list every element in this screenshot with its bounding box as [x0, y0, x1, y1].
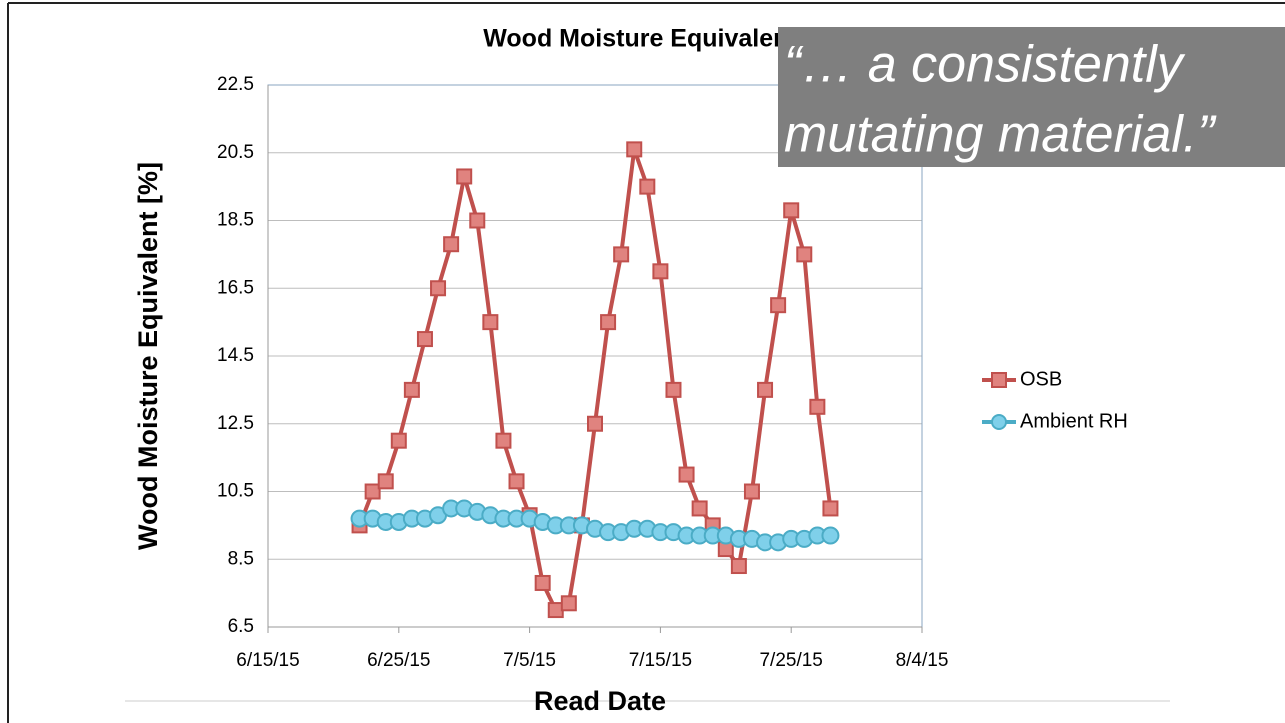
- x-tick-label: 7/15/15: [629, 650, 692, 671]
- point: [691, 500, 708, 517]
- point: [547, 602, 564, 619]
- point: [783, 202, 800, 219]
- point: [587, 415, 603, 432]
- point: [508, 473, 525, 490]
- point: [809, 398, 826, 415]
- point: [757, 381, 774, 398]
- x-tick-label: 6/25/15: [367, 650, 430, 671]
- x-axis-label: Read Date: [534, 686, 666, 716]
- x-tick-label: 7/25/15: [759, 650, 822, 671]
- legend-label: Ambient RH: [1020, 410, 1128, 432]
- point: [743, 483, 760, 500]
- point: [613, 246, 630, 263]
- y-tick-label: 22.5: [217, 74, 254, 95]
- series: [350, 499, 840, 552]
- chart-title: Wood Moisture Equivalent: [483, 25, 797, 53]
- point: [678, 466, 695, 483]
- legend-marker: [991, 414, 1007, 430]
- point: [665, 381, 682, 398]
- legend-marker: [991, 372, 1007, 388]
- quote-text: “… a consistently: [784, 36, 1186, 94]
- y-tick-label: 12.5: [217, 413, 254, 434]
- point: [456, 168, 473, 185]
- point: [560, 595, 577, 612]
- point: [390, 432, 407, 449]
- point: [730, 558, 747, 575]
- point: [416, 331, 433, 348]
- point: [822, 500, 839, 517]
- point: [443, 236, 460, 253]
- x-tick-label: 8/4/15: [896, 650, 949, 671]
- point: [770, 297, 787, 314]
- point: [600, 314, 617, 331]
- y-tick-label: 16.5: [217, 277, 254, 298]
- y-tick-label: 14.5: [217, 345, 254, 366]
- point: [469, 212, 486, 229]
- point: [377, 473, 394, 490]
- point: [430, 280, 447, 297]
- point: [626, 141, 643, 158]
- y-tick-label: 6.5: [228, 616, 254, 637]
- point: [495, 432, 512, 449]
- point: [364, 483, 381, 500]
- y-axis-label: Wood Moisture Equivalent [%]: [133, 162, 163, 550]
- point: [821, 526, 840, 545]
- x-tick-label: 7/5/15: [503, 650, 556, 671]
- point: [639, 178, 656, 195]
- quote-text: mutating material.”: [784, 106, 1217, 164]
- y-tick-label: 20.5: [217, 142, 254, 163]
- x-tick-label: 6/15/15: [236, 650, 299, 671]
- point: [652, 263, 669, 280]
- legend-label: OSB: [1020, 368, 1062, 390]
- y-tick-label: 8.5: [228, 548, 254, 569]
- point: [482, 314, 499, 331]
- quote-box: [778, 27, 1285, 167]
- point: [403, 381, 420, 398]
- point: [534, 574, 551, 591]
- y-tick-label: 18.5: [217, 210, 254, 231]
- y-tick-label: 10.5: [217, 481, 254, 502]
- point: [796, 246, 813, 263]
